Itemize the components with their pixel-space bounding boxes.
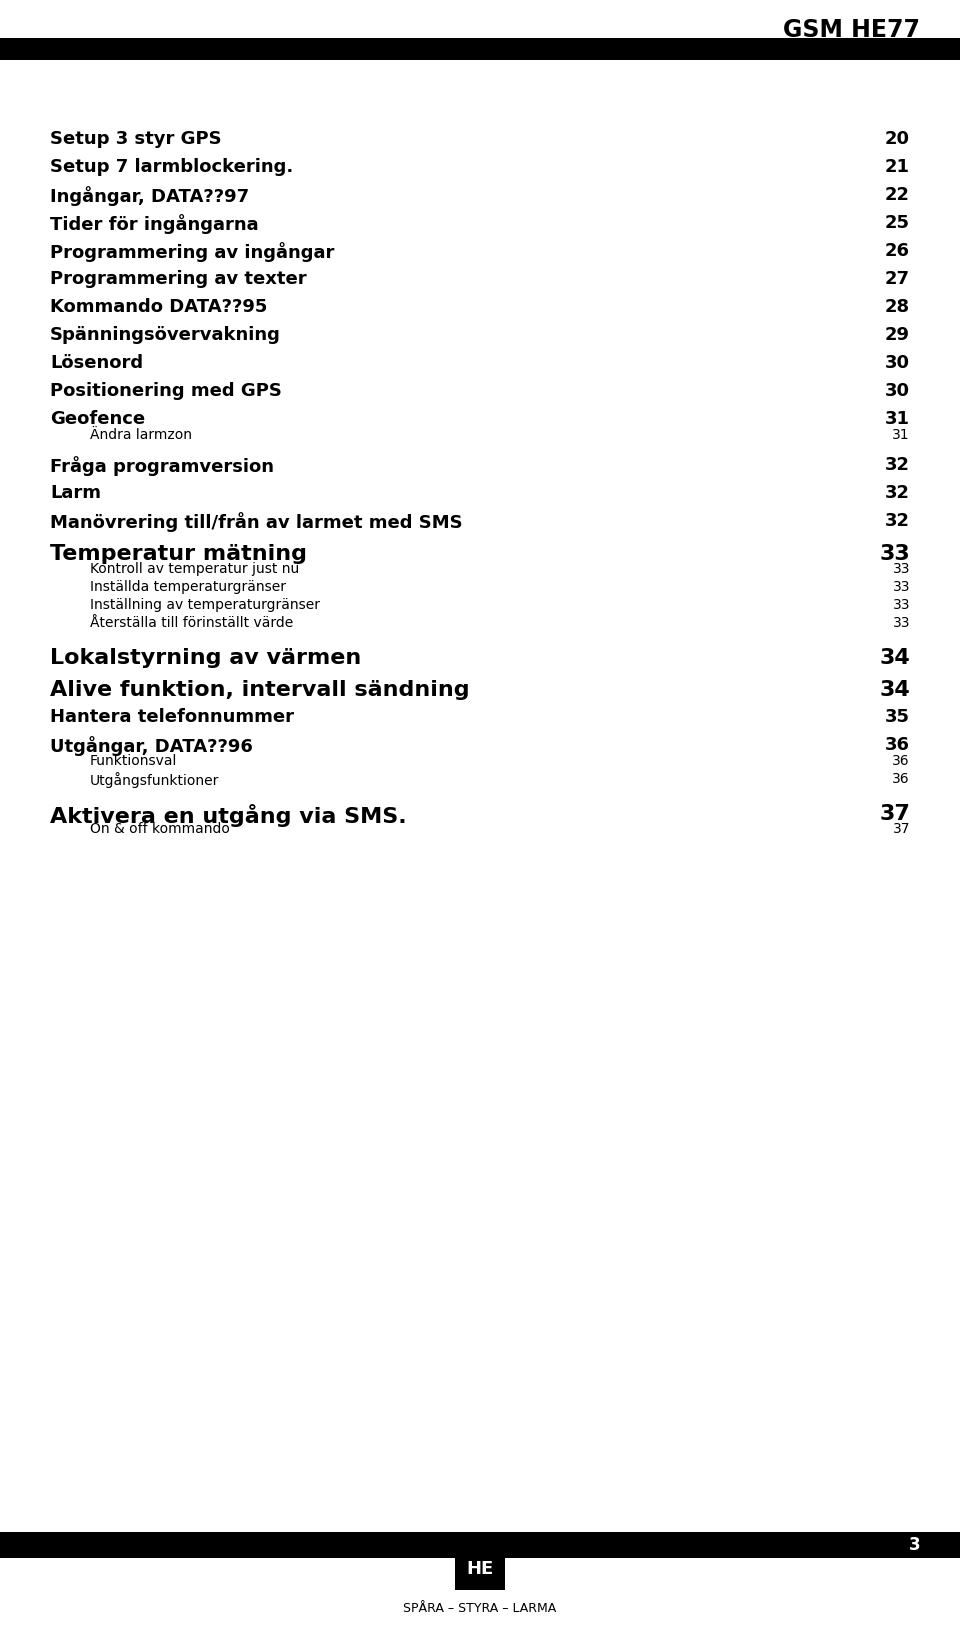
Text: Spänningsövervakning: Spänningsövervakning (50, 326, 281, 344)
Text: 37: 37 (893, 822, 910, 837)
Text: 29: 29 (885, 326, 910, 344)
Text: Programmering av texter: Programmering av texter (50, 270, 306, 288)
Text: Positionering med GPS: Positionering med GPS (50, 383, 282, 400)
Bar (0, 1532, 960, 1558)
Text: 34: 34 (879, 681, 910, 700)
Text: 32: 32 (885, 484, 910, 501)
Text: Geofence: Geofence (50, 410, 145, 428)
Text: Utgångar, DATA??96: Utgångar, DATA??96 (50, 736, 252, 755)
Text: Ändra larmzon: Ändra larmzon (90, 428, 192, 441)
Text: 33: 33 (879, 544, 910, 563)
Text: 36: 36 (893, 772, 910, 786)
Bar (455, 1548, 505, 1591)
Text: Kontroll av temperatur just nu: Kontroll av temperatur just nu (90, 562, 300, 576)
Text: SPÅRA – STYRA – LARMA: SPÅRA – STYRA – LARMA (403, 1602, 557, 1615)
Text: Kommando DATA??95: Kommando DATA??95 (50, 298, 268, 316)
Text: Fråga programversion: Fråga programversion (50, 456, 274, 475)
Text: On & off kommando: On & off kommando (90, 822, 229, 837)
Text: Återställa till förinställt värde: Återställa till förinställt värde (90, 615, 293, 630)
Text: Temperatur mätning: Temperatur mätning (50, 544, 307, 563)
Text: 33: 33 (893, 615, 910, 630)
Text: Inställning av temperaturgränser: Inställning av temperaturgränser (90, 597, 320, 612)
Text: Alive funktion, intervall sändning: Alive funktion, intervall sändning (50, 681, 469, 700)
Text: 25: 25 (885, 213, 910, 233)
Text: 30: 30 (885, 383, 910, 400)
Text: 36: 36 (885, 736, 910, 754)
Text: 3: 3 (908, 1535, 920, 1555)
Text: 22: 22 (885, 186, 910, 204)
Text: 32: 32 (885, 456, 910, 474)
Text: 27: 27 (885, 270, 910, 288)
Text: 28: 28 (885, 298, 910, 316)
Text: 21: 21 (885, 158, 910, 176)
Text: 33: 33 (893, 597, 910, 612)
Text: Funktionsval: Funktionsval (90, 754, 178, 768)
Text: 31: 31 (893, 428, 910, 441)
Text: Larm: Larm (50, 484, 101, 501)
Text: 26: 26 (885, 243, 910, 260)
Text: 36: 36 (893, 754, 910, 768)
Text: Hantera telefonnummer: Hantera telefonnummer (50, 708, 294, 726)
Bar (0, 37, 960, 60)
Text: Setup 3 styr GPS: Setup 3 styr GPS (50, 130, 222, 148)
Text: Ingångar, DATA??97: Ingångar, DATA??97 (50, 186, 250, 207)
Text: Lösenord: Lösenord (50, 353, 143, 373)
Text: Programmering av ingångar: Programmering av ingångar (50, 243, 334, 262)
Text: Manövrering till/från av larmet med SMS: Manövrering till/från av larmet med SMS (50, 511, 463, 532)
Text: Aktivera en utgång via SMS.: Aktivera en utgång via SMS. (50, 804, 407, 827)
Text: GSM HE77: GSM HE77 (783, 18, 920, 42)
Text: Lokalstyrning av värmen: Lokalstyrning av värmen (50, 648, 361, 667)
Text: 30: 30 (885, 353, 910, 373)
Text: 32: 32 (885, 511, 910, 531)
Text: Utgångsfunktioner: Utgångsfunktioner (90, 772, 220, 788)
Text: 34: 34 (879, 648, 910, 667)
Text: 31: 31 (885, 410, 910, 428)
Text: 33: 33 (893, 562, 910, 576)
Text: Setup 7 larmblockering.: Setup 7 larmblockering. (50, 158, 293, 176)
Text: 33: 33 (893, 580, 910, 594)
Text: 35: 35 (885, 708, 910, 726)
Text: 37: 37 (879, 804, 910, 824)
Text: Inställda temperaturgränser: Inställda temperaturgränser (90, 580, 286, 594)
Text: Tider för ingångarna: Tider för ingångarna (50, 213, 258, 234)
Text: HE: HE (467, 1560, 493, 1578)
Text: 20: 20 (885, 130, 910, 148)
